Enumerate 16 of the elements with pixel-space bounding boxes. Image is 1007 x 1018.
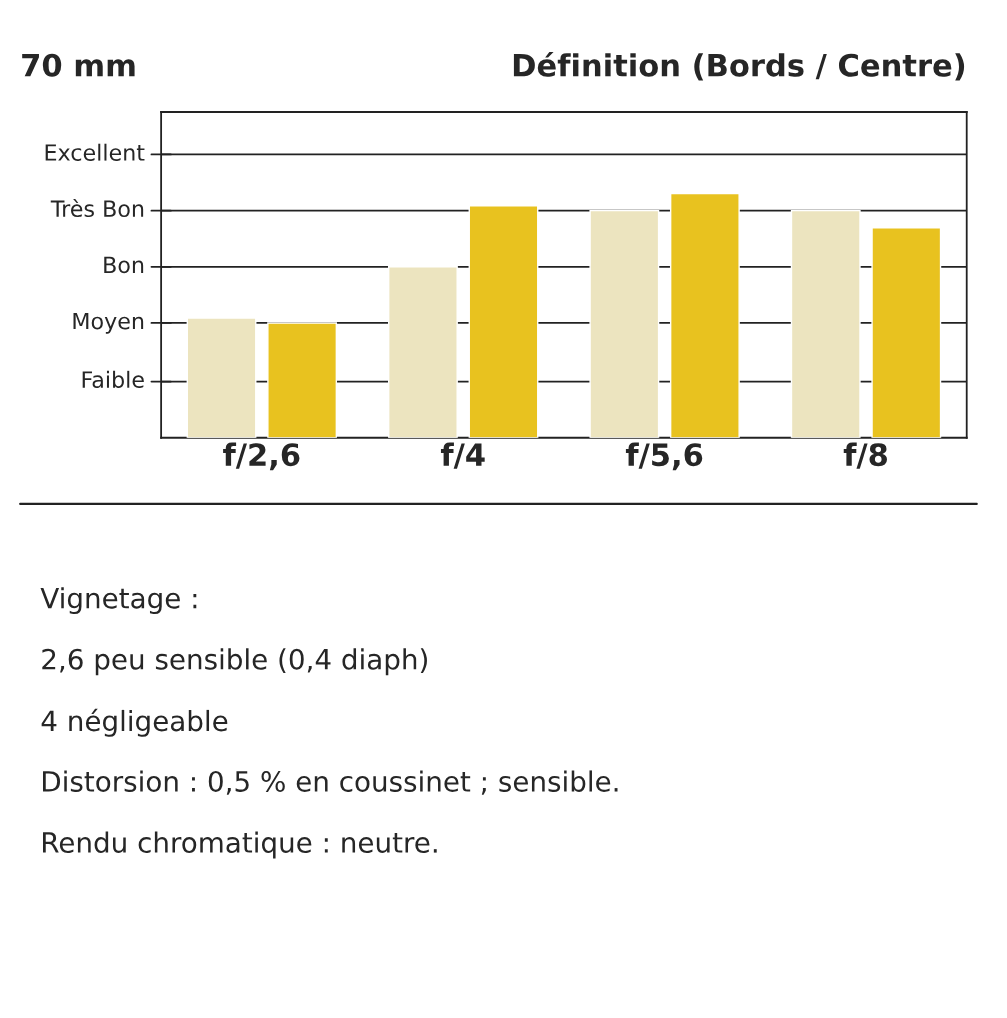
chart-subtitle: 70 mm [22, 53, 135, 77]
ref-line-label: Faible [82, 370, 144, 389]
ref-line-label: Moyen [73, 312, 144, 334]
text: Vignetage : [40, 587, 197, 615]
x-tick-label: f/5,6 [625, 442, 703, 471]
text: Rendu chromatique : neutre. [43, 831, 437, 859]
text: 4 négligeable [41, 708, 228, 737]
text: Distorsion : 0,5 % en coussinet ; sensible. [43, 770, 618, 795]
ref-line-label: Bon [104, 256, 144, 274]
text: 2,6 peu sensible (0,4 diaph) [42, 648, 427, 676]
ref-line-label: Excellent [45, 143, 145, 161]
x-tick-label: f/8 [843, 442, 887, 469]
ref-line-label: Très Bon [50, 198, 144, 218]
x-tick-label: f/2,6 [223, 442, 300, 471]
x-tick-label: f/4 [440, 442, 485, 469]
chart-title: Définition (Bords / Centre) [513, 51, 965, 81]
